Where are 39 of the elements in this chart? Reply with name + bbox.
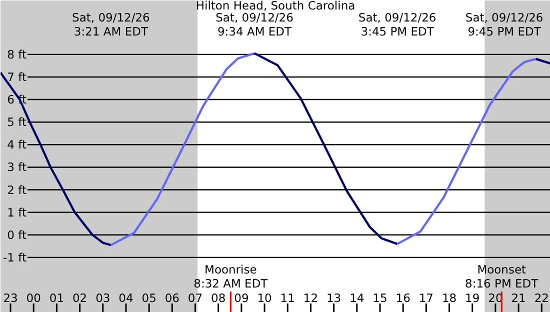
y-tick-label: 0 ft bbox=[7, 228, 27, 242]
x-tick-label: 08 bbox=[211, 291, 226, 305]
x-tick-label: 15 bbox=[372, 291, 388, 305]
x-tick-label: 04 bbox=[118, 291, 134, 305]
x-tick-label: 18 bbox=[442, 291, 457, 305]
x-tick-label: 06 bbox=[164, 291, 180, 305]
x-tick-label: 10 bbox=[257, 291, 272, 305]
x-tick-label: 09 bbox=[234, 291, 249, 305]
x-tick-label: 11 bbox=[280, 291, 295, 305]
x-tick-label: 00 bbox=[26, 291, 41, 305]
x-tick-label: 21 bbox=[511, 291, 526, 305]
annotation: Sat, 09/12/26 3:45 PM EDT bbox=[358, 10, 436, 38]
x-tick-label: 17 bbox=[418, 291, 434, 305]
x-tick-label: 01 bbox=[49, 291, 64, 305]
x-tick-label: 03 bbox=[96, 291, 110, 305]
x-tick-label: 14 bbox=[350, 291, 364, 305]
x-tick-label: 22 bbox=[534, 291, 549, 305]
y-tick-label: 4 ft bbox=[7, 138, 27, 152]
x-tick-label: 02 bbox=[72, 291, 88, 305]
y-tick-label: 8 ft bbox=[7, 47, 27, 62]
ref-line-label: Moonrise 8:32 AM EDT bbox=[194, 262, 269, 290]
x-tick-label: 19 bbox=[465, 291, 480, 305]
x-tick-label: 13 bbox=[326, 291, 342, 305]
y-tick-label: 7 ft bbox=[7, 70, 27, 84]
annotation: Sat, 09/12/26 9:45 PM EDT bbox=[465, 10, 544, 38]
x-tick-label: 16 bbox=[396, 291, 410, 305]
y-tick-label: 3 ft bbox=[7, 160, 27, 174]
y-tick-label: 2 ft bbox=[7, 182, 27, 197]
annotation: Sat, 09/12/26 9:34 AM EDT bbox=[216, 10, 294, 38]
ref-line-label: Moonset 8:16 PM EDT bbox=[465, 262, 540, 290]
chart-title: Hilton Head, South Carolina bbox=[196, 0, 356, 12]
x-tick-label: 05 bbox=[142, 291, 156, 305]
x-tick-label: 23 bbox=[3, 291, 18, 305]
y-tick-label: 5 ft bbox=[7, 115, 27, 130]
x-tick-label: 12 bbox=[303, 291, 318, 305]
x-tick-label: 07 bbox=[188, 291, 203, 305]
annotation: Sat, 09/12/26 3:21 AM EDT bbox=[72, 10, 150, 38]
y-tick-label: -1 ft bbox=[3, 250, 27, 264]
y-tick-label: 1 ft bbox=[7, 205, 27, 220]
